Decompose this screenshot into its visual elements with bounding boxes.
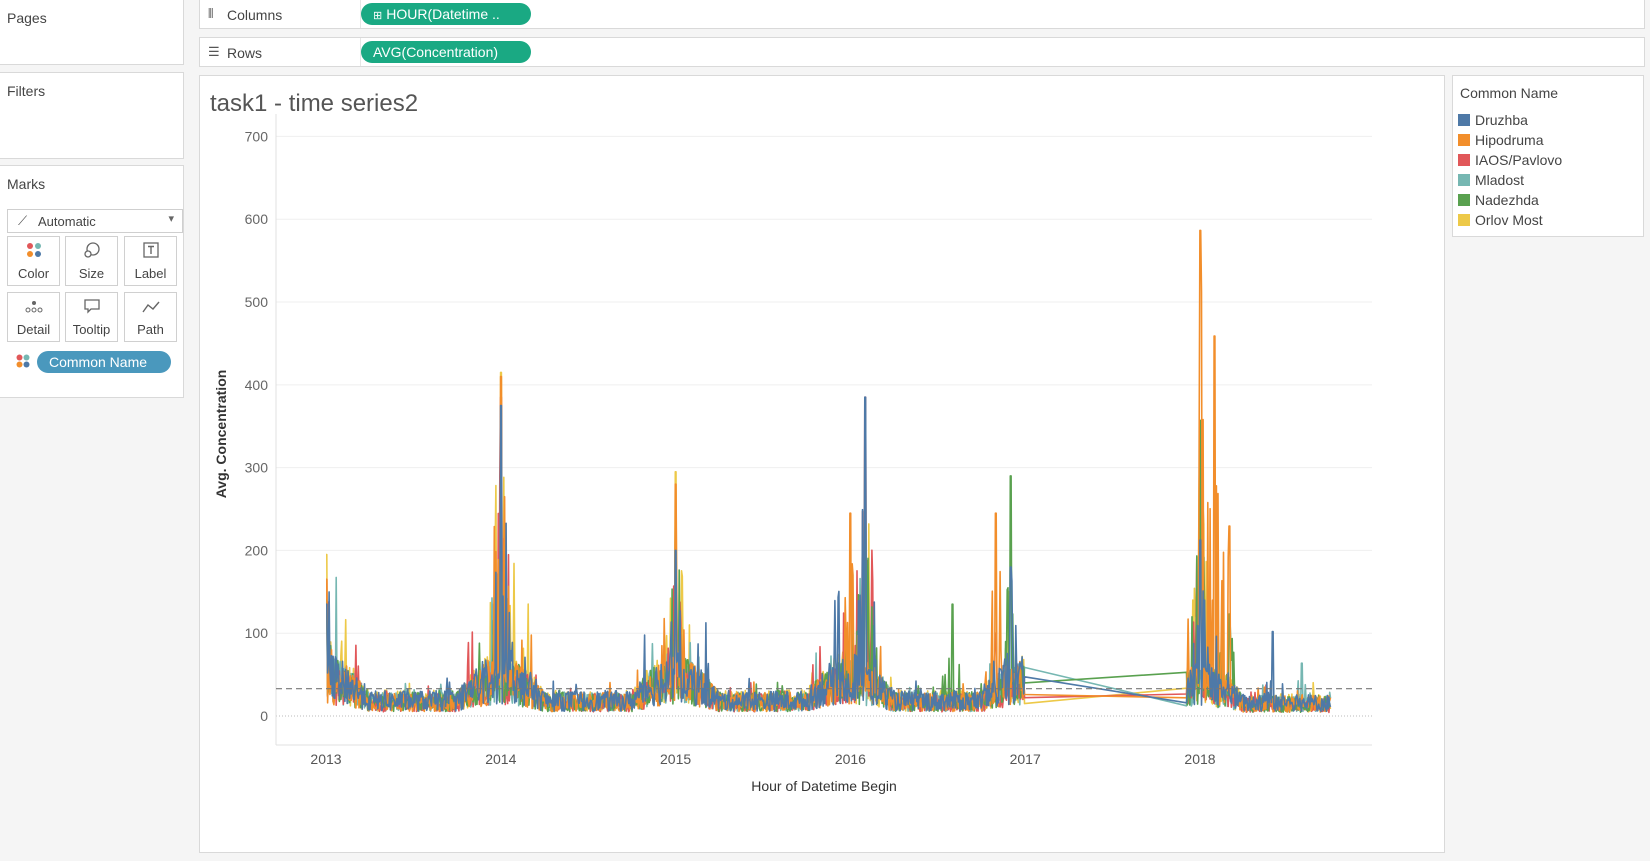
series-line-hipodruma [326,229,1332,713]
y-axis-title: Avg. Concentration [213,370,229,499]
rows-pill[interactable]: AVG(Concentration) [361,41,531,63]
x-tick-label: 2017 [1010,751,1041,767]
detail-icon [8,298,59,322]
marks-card: Marks ⟋ Automatic ▾ Color Size Label Det… [0,165,184,398]
rows-shelf[interactable]: ☰ Rows AVG(Concentration) [199,37,1645,67]
mark-type-dropdown[interactable]: ⟋ Automatic ▾ [7,209,183,233]
x-tick-label: 2018 [1184,751,1215,767]
legend-label: Druzhba [1475,112,1528,128]
pages-card-title: Pages [7,10,47,26]
legend-swatch [1458,154,1470,166]
tooltip-button-label: Tooltip [72,322,111,337]
detail-button-label: Detail [16,322,51,337]
x-tick-label: 2014 [485,751,516,767]
color-icon [8,242,59,266]
y-tick-label: 600 [245,211,269,227]
series-line-iaos-pavlovo [326,396,1331,714]
tooltip-button[interactable]: Tooltip [65,292,118,342]
legend-swatch [1458,134,1470,146]
label-button-label: Label [134,266,167,281]
y-tick-label: 100 [245,625,269,641]
expand-icon: ⊞ [373,10,383,22]
legend-swatch [1458,114,1470,126]
x-tick-label: 2013 [310,751,341,767]
legend-label: Mladost [1475,172,1525,188]
rows-icon: ☰ [208,44,220,59]
legend-label: Orlov Most [1475,212,1543,228]
path-button[interactable]: Path [124,292,177,342]
color-button-label: Color [17,266,50,281]
time-series-chart[interactable]: 0 100 200 300 400 500 600 700 2013 2014 2015 2016 20… [200,76,1444,852]
y-tick-label: 400 [245,377,269,393]
tooltip-icon [66,298,117,322]
pages-card: Pages [0,0,184,65]
view-panel: task1 - time series2 0 100 200 300 400 500 600… [199,75,1445,853]
rows-shelf-label: Rows [227,45,263,61]
filters-card-title: Filters [7,83,46,99]
size-icon [66,242,117,266]
chevron-down-icon: ▾ [168,213,174,225]
legend-swatch [1458,194,1470,206]
color-field-icon [16,354,30,373]
path-button-label: Path [137,322,164,337]
shelf-divider [360,0,361,28]
x-axis-title: Hour of Datetime Begin [751,778,897,794]
sheet-title: task1 - time series2 [210,90,419,117]
columns-pill[interactable]: ⊞ HOUR(Datetime .. [361,3,531,25]
color-legend: Common Name Druzhba Hipodruma IAOS/Pavlovo… [1452,75,1644,237]
legend-swatch [1458,214,1470,226]
line-mark-icon: ⟋ [18,213,28,228]
label-button[interactable]: Label [124,236,177,286]
shelf-divider [360,38,361,66]
size-button[interactable]: Size [65,236,118,286]
x-tick-label: 2015 [660,751,691,767]
series-line-druzhba [326,396,1332,713]
y-tick-label: 500 [245,294,269,310]
mark-type-value: Automatic [38,214,96,229]
columns-pill-label: HOUR(Datetime .. [386,6,500,22]
series-line-orlov-most [326,371,1332,713]
detail-button[interactable]: Detail [7,292,60,342]
legend-label: IAOS/Pavlovo [1475,152,1563,168]
legend-label: Nadezhda [1475,192,1539,208]
columns-shelf-label: Columns [227,7,283,23]
y-tick-label: 700 [245,128,269,144]
columns-shelf[interactable]: ⫴ Columns ⊞ HOUR(Datetime .. [199,0,1645,29]
y-tick-label: 300 [245,460,269,476]
size-button-label: Size [78,266,105,281]
path-icon [125,298,176,322]
filters-card[interactable]: Filters [0,72,184,159]
y-tick-label: 0 [260,708,268,724]
columns-icon: ⫴ [208,6,214,21]
marks-card-title: Marks [7,176,46,192]
label-icon [125,242,176,266]
y-tick-label: 200 [245,542,269,558]
legend-swatch [1458,174,1470,186]
color-button[interactable]: Color [7,236,60,286]
legend-title: Common Name [1460,85,1559,101]
legend-label: Hipodruma [1475,132,1544,148]
x-tick-label: 2016 [835,751,866,767]
color-field-pill[interactable]: Common Name [37,351,171,373]
